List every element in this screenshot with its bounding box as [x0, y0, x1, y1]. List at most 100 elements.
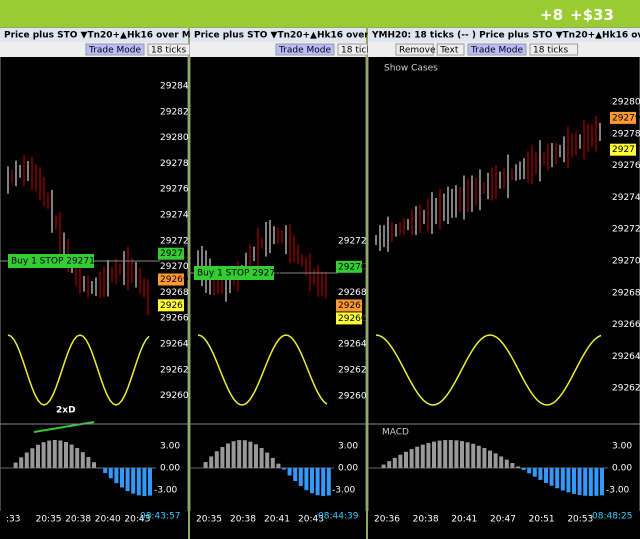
toolbar-label[interactable]: Remove	[399, 46, 436, 56]
order-box	[194, 266, 274, 280]
price-tag	[610, 111, 636, 124]
price-tag	[336, 312, 362, 325]
toolbar-label[interactable]: Trade Mode	[278, 46, 331, 56]
price-label: 29264	[338, 340, 367, 350]
price-label: 29272	[612, 225, 640, 235]
price-tag	[158, 247, 184, 260]
time-label: :33	[6, 515, 20, 525]
status-bar: +8 +$33	[0, 0, 640, 28]
panel-frame	[189, 27, 367, 539]
price-label: 29272	[338, 237, 367, 247]
oscillator	[197, 334, 328, 406]
price-label: 29278	[160, 159, 189, 169]
time-label: 20:38	[413, 515, 439, 525]
price-tag-label: 29277	[612, 145, 640, 155]
macd-bar	[13, 462, 18, 468]
macd-bar	[270, 457, 275, 468]
time-axis	[190, 511, 366, 539]
price-tag-label: 29266	[338, 314, 367, 324]
price-tag-label: 29271	[160, 249, 189, 259]
panel-title: Price plus STO ▼Tn20+▲Hk16 over Macd)	[194, 31, 403, 41]
profit: +$33	[570, 6, 614, 24]
toolbar-label[interactable]: Text	[439, 46, 459, 56]
time-label: 20:43	[298, 515, 324, 525]
toolbar-button[interactable]	[436, 43, 465, 56]
price-label: 29264	[612, 352, 640, 362]
price-label: 29274	[612, 193, 640, 203]
order-label: Buy 1 STOP 29270	[197, 269, 281, 279]
price-label: 29270	[612, 257, 640, 267]
macd-bar	[381, 464, 386, 468]
time-label: 20:35	[36, 515, 62, 525]
macd-bar	[588, 468, 593, 496]
macd-bar	[460, 441, 464, 468]
time-label: 20:41	[264, 515, 290, 525]
time-label: 20:47	[490, 515, 516, 525]
macd-bar	[131, 468, 136, 494]
time-axis	[0, 511, 188, 539]
macd-bar	[19, 457, 24, 468]
macd-bar	[30, 448, 35, 468]
price-tag-label: 29270	[338, 262, 367, 272]
toolbar-button[interactable]	[467, 43, 527, 56]
title-bar	[0, 28, 188, 42]
macd-bar	[566, 468, 571, 493]
price-label: 29276	[612, 161, 640, 171]
macd-bar	[404, 451, 408, 468]
macd-bar	[510, 463, 515, 468]
annotation: 2xD	[56, 406, 76, 416]
macd-bar	[465, 442, 470, 468]
macd-bar	[41, 442, 46, 468]
price-label: 29272	[160, 236, 189, 246]
toolbar-button[interactable]	[85, 43, 145, 56]
macd-bar	[600, 468, 604, 496]
macd-bar	[259, 447, 264, 468]
toolbar-label[interactable]: Trade Mode	[88, 46, 141, 56]
toolbar-button[interactable]	[529, 43, 579, 56]
macd-bar	[120, 468, 124, 488]
macd-label: 0.00	[338, 464, 358, 474]
macd-bar	[516, 466, 520, 468]
price-tag	[158, 273, 184, 286]
time-label: 20:38	[230, 515, 256, 525]
oscillator	[7, 334, 150, 406]
order-box	[8, 254, 94, 268]
indicator-label: MACD	[382, 428, 409, 438]
macd-bar	[549, 468, 554, 486]
price-tag-label: 29267	[160, 301, 189, 311]
macd-bar	[248, 441, 253, 468]
clock: 08:44:39	[318, 512, 359, 522]
macd-label: -3.00	[154, 486, 178, 496]
oscillator	[375, 334, 602, 406]
toolbar-button[interactable]	[395, 43, 434, 56]
macd-label: -3.00	[332, 486, 356, 496]
price-tag-label: 29267	[338, 301, 367, 311]
macd-bar	[326, 468, 331, 496]
toolbar-label[interactable]: 18 ticks	[151, 46, 187, 56]
macd-bar	[209, 456, 214, 468]
toolbar-label[interactable]: Trade Mode	[470, 46, 523, 56]
trade-count: +8	[540, 6, 564, 24]
toolbar-label[interactable]: 18 ticks	[533, 46, 569, 56]
toolbar-label[interactable]: 18 ticks	[341, 46, 377, 56]
panel-frame	[367, 27, 640, 539]
macd-bar	[237, 440, 242, 468]
price-label: 29284	[160, 82, 189, 92]
time-label: 20:53	[567, 515, 593, 525]
show-cases: Show Cases	[384, 64, 438, 74]
macd-bar	[454, 440, 459, 468]
macd-label: 3.00	[612, 442, 632, 452]
macd-label: -3.00	[606, 486, 630, 496]
clock: 08:48:25	[592, 512, 632, 522]
macd-bar	[504, 459, 509, 468]
title-bar	[190, 28, 366, 42]
price-label: 29270	[160, 262, 189, 272]
macd-bar	[108, 468, 113, 479]
macd-bar	[287, 468, 292, 476]
macd-bar	[265, 452, 270, 468]
macd-bar	[387, 461, 392, 468]
toolbar-button[interactable]	[275, 43, 335, 56]
title-bar	[368, 28, 640, 42]
